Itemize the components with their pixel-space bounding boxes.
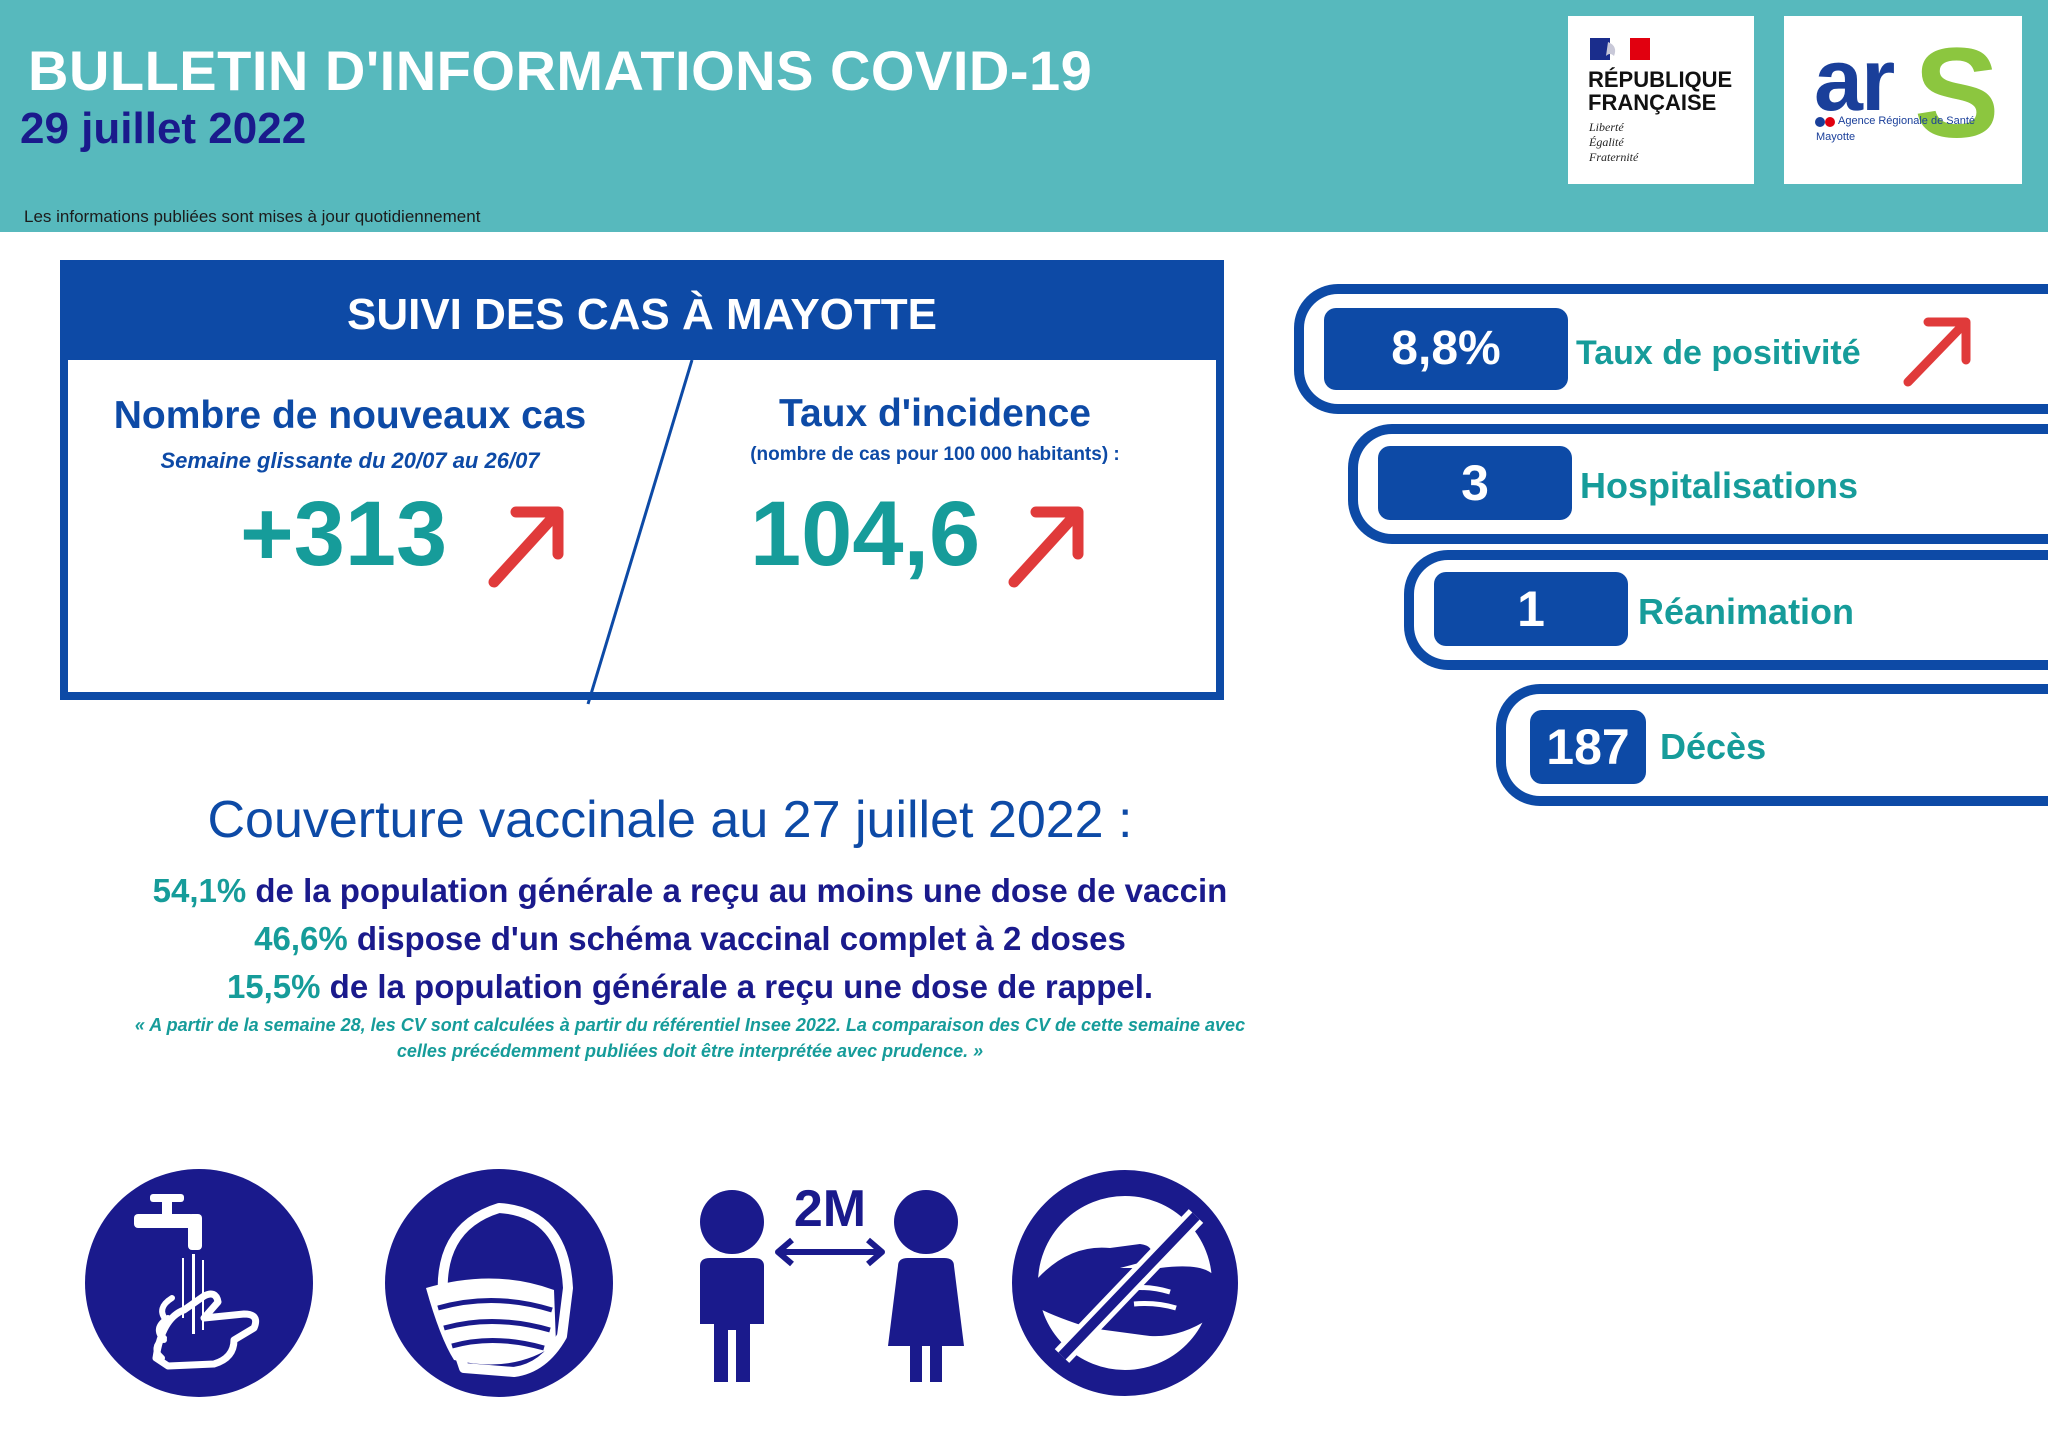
rf-line2: FRANÇAISE [1588, 90, 1717, 115]
cases-panel-title: SUIVI DES CAS À MAYOTTE [346, 290, 938, 339]
incidence-subtitle: (nombre de cas pour 100 000 habitants) : [750, 444, 1120, 465]
marianne-flag-icon [1590, 38, 1650, 60]
distance-label: 2M [794, 1180, 866, 1238]
incidence-trend-up-arrow-icon [1008, 506, 1084, 588]
rf-motto2: Égalité [1589, 135, 1624, 149]
rf-motto3: Fraternité [1589, 150, 1639, 164]
rf-motto1: Liberté [1589, 120, 1624, 134]
reanimation-label: Réanimation [1638, 591, 1855, 632]
deces-label: Décès [1660, 726, 1767, 767]
cases-divider [586, 359, 694, 705]
cases-panel-header [60, 260, 1224, 360]
vaccination-text-1: de la population générale a reçu au moin… [246, 872, 1228, 909]
hand-washing-icon [85, 1169, 313, 1397]
republique-francaise-logo: RÉPUBLIQUE FRANÇAISE Liberté Égalité Fra… [1568, 16, 1754, 184]
vaccination-text-2: dispose d'un schéma vaccinal complet à 2… [347, 920, 1126, 957]
hospitalisations-label: Hospitalisations [1580, 465, 1859, 506]
new-cases-period: Semaine glissante du 20/07 au 26/07 [160, 448, 540, 473]
social-distance-icon: 2M [700, 1180, 964, 1382]
vaccination-title: Couverture vaccinale au 27 juillet 2022 … [207, 791, 1133, 849]
ars-line1: Agence Régionale de Santé [1838, 115, 1975, 127]
bulletin-date: 29 juillet 2022 [20, 104, 307, 153]
vaccination-line-3: 15,5% de la population générale a reçu u… [0, 968, 1380, 1006]
hospitalisations-value: 3 [1378, 446, 1572, 520]
disclaimer-line-1: « A partir de la semaine 28, les CV sont… [134, 1015, 1246, 1035]
vaccination-text-3: de la population générale a reçu une dos… [320, 968, 1154, 1005]
vaccination-pct-1: 54,1% [152, 872, 247, 909]
new-cases-label: Nombre de nouveaux cas [113, 394, 587, 437]
disclaimer-line-2: celles précédemment publiées doit être i… [396, 1041, 984, 1061]
face-mask-icon [385, 1169, 613, 1397]
rf-line1: RÉPUBLIQUE [1588, 67, 1733, 92]
new-cases-trend-up-arrow-icon [488, 506, 564, 588]
update-note: Les informations publiées sont mises à j… [24, 207, 481, 226]
vaccination-line-2: 46,6% dispose d'un schéma vaccinal compl… [0, 920, 1380, 958]
vaccination-disclaimer: « A partir de la semaine 28, les CV sont… [100, 1012, 1280, 1064]
no-handshake-icon [1012, 1170, 1238, 1396]
vaccination-pct-3: 15,5% [226, 968, 321, 1005]
incidence-label: Taux d'incidence [779, 392, 1091, 435]
positivity-trend-up-arrow-icon [1903, 317, 1971, 387]
page-title: BULLETIN D'INFORMATIONS COVID-19 [28, 39, 1093, 102]
positivity-value: 8,8% [1324, 308, 1568, 390]
deces-value: 187 [1530, 710, 1646, 784]
ars-line2: Mayotte [1816, 131, 1856, 143]
positivity-label: Taux de positivité [1576, 334, 1861, 372]
new-cases-value: +313 [240, 483, 448, 585]
ars-mark: ar [1814, 30, 1895, 129]
ars-mayotte-logo: ar S Agence Régionale de Santé Mayotte [1784, 16, 2022, 184]
vaccination-line-1: 54,1% de la population générale a reçu a… [0, 872, 1380, 910]
reanimation-value: 1 [1434, 572, 1628, 646]
vaccination-pct-2: 46,6% [254, 920, 348, 957]
incidence-value: 104,6 [750, 483, 981, 585]
ars-s-mark: S [1914, 22, 2000, 165]
ars-dots-icon [1815, 117, 1835, 127]
